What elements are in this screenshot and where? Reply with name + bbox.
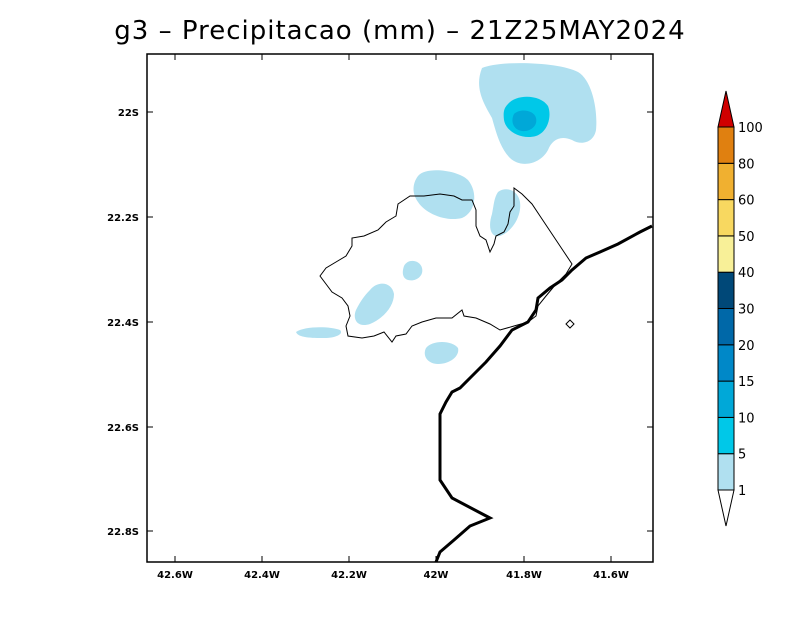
colorbar-label: 15 <box>738 375 755 390</box>
colorbar-label: 50 <box>738 230 755 245</box>
colorbar-segment-80 <box>717 126 735 164</box>
map-title: g3 – Precipitacao (mm) – 21Z25MAY2024 <box>114 16 686 46</box>
island-outline <box>565 319 575 329</box>
colorbar-label: 20 <box>738 339 755 354</box>
colorbar-label: 1 <box>738 484 746 499</box>
lat-tick-label: 22.2S <box>107 213 139 224</box>
lon-tick-label: 42.4W <box>244 570 280 581</box>
colorbar-under-triangle <box>717 489 735 527</box>
map-frame <box>146 53 654 563</box>
colorbar-segment-5 <box>717 416 735 455</box>
lat-tick-label: 22S <box>118 108 139 119</box>
colorbar-label: 30 <box>738 303 755 318</box>
colorbar-label: 5 <box>738 448 746 463</box>
colorbar-segment-50 <box>717 199 735 237</box>
coastline <box>434 224 653 563</box>
precip-blob-southwest <box>296 327 342 338</box>
colorbar-segment-15 <box>717 344 735 382</box>
lat-tick-label: 22.6S <box>107 423 139 434</box>
lon-tick-label: 42.6W <box>157 570 193 581</box>
colorbar-segment-60 <box>717 162 735 201</box>
precip-blob-north-b <box>490 189 521 237</box>
colorbar-segment-20 <box>717 308 735 346</box>
colorbar-segment-1 <box>717 453 735 491</box>
lon-tick-label: 42.2W <box>331 570 367 581</box>
lat-tick-label: 22.8S <box>107 527 139 538</box>
colorbar-over-triangle <box>717 90 735 128</box>
municipality-boundary <box>319 187 573 343</box>
colorbar-segment-30 <box>717 271 735 310</box>
precip-blob-center-small <box>402 260 423 281</box>
colorbar-label: 80 <box>738 157 755 172</box>
precip-blob-center <box>354 283 394 326</box>
precip-core-heavy <box>512 110 537 132</box>
lon-tick-label: 41.8W <box>506 570 542 581</box>
colorbar-segment-10 <box>717 380 735 418</box>
lat-tick-label: 22.4S <box>107 318 139 329</box>
colorbar-segment-40 <box>717 235 735 273</box>
colorbar-label: 10 <box>738 411 755 426</box>
lon-tick-label: 42W <box>424 570 449 581</box>
lon-tick-label: 41.6W <box>593 570 629 581</box>
colorbar-label: 60 <box>738 194 755 209</box>
precipitation-field <box>296 63 597 364</box>
precip-blob-south <box>424 342 459 364</box>
colorbar-label: 100 <box>738 121 763 136</box>
colorbar-label: 40 <box>738 266 755 281</box>
